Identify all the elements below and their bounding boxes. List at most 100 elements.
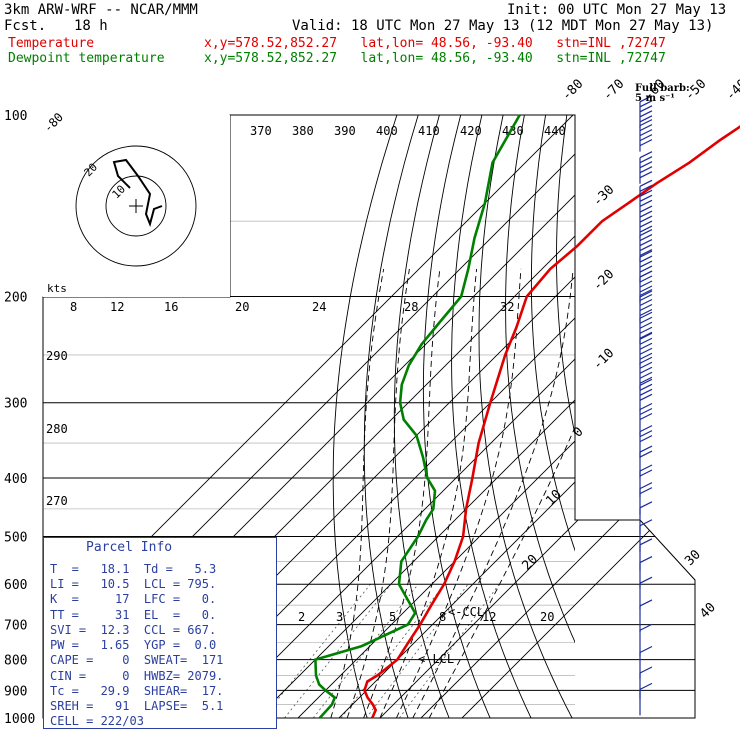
hodograph-units-label: kts: [47, 282, 67, 295]
moist-adiabat-line: [395, 268, 522, 718]
theta-top-label: 370: [250, 124, 272, 138]
barb-legend-line1: Full barb:: [635, 83, 690, 94]
wind-barb-flag: [639, 371, 653, 379]
parcel-row: SREH = 91 LAPSE= 5.1: [50, 699, 224, 713]
wind-barb-flag: [639, 308, 653, 317]
isotherm-line: [256, 115, 695, 718]
isotherm-label: -70: [600, 77, 627, 104]
temperature-legend: Temperature: [8, 36, 95, 51]
mixing-ratio-label: 8: [439, 610, 446, 624]
wind-barb-flag: [639, 501, 653, 509]
parcel-row: LI = 10.5 LCL = 795.: [50, 577, 217, 591]
lcl-annotation: <-LCL: [418, 652, 454, 666]
wind-barb-flag: [639, 356, 653, 364]
wind-barb-flag: [639, 205, 653, 213]
wind-barb-flag: [639, 110, 653, 118]
dewpoint-profile: [314, 114, 521, 719]
wind-barb-flag: [639, 179, 653, 187]
forecast-label: Fcst.: [4, 18, 47, 34]
dewpoint-location: x,y=578.52,852.27 lat,lon= 48.56, -93.40…: [204, 51, 666, 66]
wind-barb-flag: [639, 352, 653, 360]
wind-barb-flag: [639, 225, 653, 233]
hodograph-ring-label: 24: [312, 300, 326, 314]
wind-barb-flag: [639, 342, 653, 350]
parcel-row: SVI = 12.3 CCL = 667.: [50, 623, 217, 637]
wind-barb-flag: [639, 115, 653, 123]
wind-barb-flag: [639, 260, 653, 268]
theta-left-label: 270: [46, 494, 68, 508]
theta-left-label: 290: [46, 349, 68, 363]
wind-barb-flag: [639, 376, 653, 384]
wind-barb-flag: [639, 293, 653, 302]
pressure-tick-label: 400: [4, 472, 27, 487]
dry-adiabat-line: [556, 115, 575, 718]
wind-barb-flag: [639, 326, 653, 334]
dewpoint-legend: Dewpoint temperature: [8, 51, 165, 66]
theta-left-label: 280: [46, 422, 68, 436]
wind-barb-flag: [639, 129, 653, 137]
hodograph-trace: [112, 158, 163, 228]
wind-barb-flag: [639, 244, 653, 252]
ccl-annotation: <-CCL: [448, 605, 484, 619]
wind-barb-flag: [639, 321, 653, 329]
wind-barb-flag: [639, 361, 653, 369]
hodograph-ring-label: 20: [235, 300, 249, 314]
hodograph-ring-label: 16: [164, 300, 178, 314]
moist-adiabat-line: [346, 268, 410, 718]
wind-barb-flag: [639, 332, 653, 340]
wind-barb-flag: [639, 482, 653, 490]
wind-barb-flag: [639, 194, 653, 202]
wind-barb-flag: [639, 255, 653, 263]
isotherm-line: [461, 115, 695, 718]
theta-top-label: 420: [460, 124, 482, 138]
wind-barb-flag: [639, 270, 653, 278]
parcel-row: CAPE = 0 SWEAT= 171: [50, 653, 224, 667]
isotherm-label: 30: [682, 547, 704, 569]
parcel-row: CIN = 0 HWBZ= 2079.: [50, 669, 224, 683]
wind-barb-flag: [639, 124, 653, 132]
dry-adiabat-line: [716, 115, 740, 731]
wind-barb-flag: [639, 645, 653, 654]
isotherm-label: 40: [697, 600, 719, 622]
valid-time: Valid: 18 UTC Mon 27 May 13 (12 MDT Mon …: [292, 18, 714, 34]
wind-barb-flag: [639, 210, 653, 218]
moist-adiabat-line: [363, 268, 441, 718]
wind-barb-flag: [639, 234, 653, 242]
wind-barb-flag: [639, 303, 653, 312]
isotherm-label: -80: [559, 77, 586, 104]
theta-top-label: 380: [292, 124, 314, 138]
isotherm-line: [297, 115, 695, 718]
mixing-ratio-line: [284, 583, 392, 718]
hodograph-ring-label: 8: [70, 300, 77, 314]
wind-barbs: [639, 95, 653, 716]
isotherm-label: 10: [543, 487, 565, 509]
pressure-tick-label: 700: [4, 619, 27, 634]
isotherm-label: -40: [723, 77, 740, 104]
wind-barb-flag: [639, 599, 653, 607]
wind-barb-flag: [639, 290, 653, 298]
isotherm-label: -10: [590, 346, 617, 373]
isotherm-line: [420, 115, 695, 718]
wind-barb-flag: [639, 469, 653, 477]
wind-barb-flag: [639, 161, 653, 169]
wind-barb-flag: [639, 378, 653, 386]
parcel-row: K = 17 LFC = 0.: [50, 592, 217, 606]
wind-barb-flag: [639, 311, 653, 319]
barb-legend: Full barb: 5 m s⁻¹: [635, 84, 690, 104]
wind-barb-flag: [639, 239, 653, 247]
moist-adiabat-line: [330, 268, 385, 718]
wind-barb-flag: [639, 623, 653, 631]
wind-barb-flag: [639, 265, 653, 273]
theta-top-label: 410: [418, 124, 440, 138]
wind-barb-flag: [639, 331, 653, 339]
dry-adiabat-line: [694, 115, 740, 731]
wind-barb-flag: [639, 280, 653, 288]
wind-barb-flag: [639, 139, 653, 147]
wind-barb-flag: [639, 119, 653, 127]
wind-barb-flag: [639, 199, 653, 207]
pressure-tick-label: 200: [4, 291, 27, 306]
wind-barb-flag: [639, 298, 653, 307]
dry-adiabat-line: [530, 115, 575, 718]
parcel-info-title: Parcel Info: [86, 540, 173, 555]
temperature-profile: [363, 125, 740, 719]
